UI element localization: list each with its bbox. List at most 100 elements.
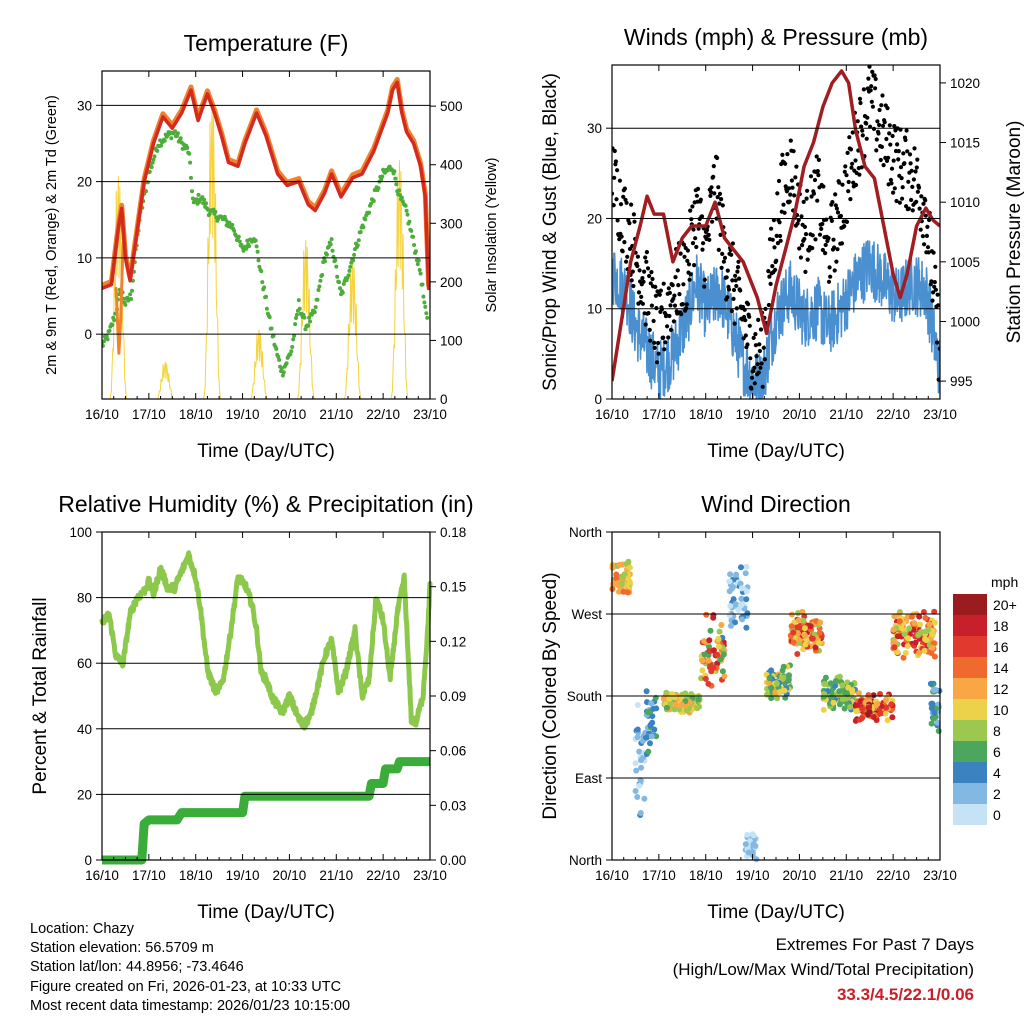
extremes-subtitle: (High/Low/Max Wind/Total Precipitation) [672, 960, 974, 979]
wind-direction-point [870, 714, 877, 720]
dewpoint-point [202, 197, 207, 202]
wind-gust-point [909, 197, 914, 203]
wind-gust-point [925, 245, 931, 250]
wind-direction-point [637, 777, 644, 784]
wind-gust-point [768, 281, 773, 286]
wind-gust-point [777, 220, 782, 225]
wind-gust-point [614, 197, 619, 202]
dewpoint-point [294, 316, 298, 320]
wind-gust-point [778, 233, 783, 239]
wind-direction-point [790, 629, 797, 636]
wind-gust-point [828, 274, 833, 279]
wind-gust-point [685, 258, 690, 263]
dewpoint-point [254, 244, 259, 249]
dewpoint-point [271, 333, 276, 338]
wind-gust-point [922, 242, 927, 247]
wind-direction-point [743, 596, 750, 603]
wind-gust-point [820, 247, 826, 253]
legend-swatch [953, 594, 987, 615]
wind-direction-point [891, 644, 898, 651]
dewpoint-point [247, 244, 252, 249]
wind-direction-point [767, 684, 774, 691]
wind-gust-point [910, 184, 915, 189]
dewpoint-point [260, 280, 265, 285]
wind-gust-point [641, 279, 646, 284]
wind-gust-point [773, 267, 778, 272]
wind-direction-point [891, 613, 898, 620]
wind-gust-point [618, 202, 624, 207]
wind-gust-point [751, 335, 756, 340]
wind-direction-point [727, 571, 734, 578]
temp-2m-line [102, 80, 430, 291]
wind-gust-point [684, 302, 689, 307]
wind-gust-point [749, 386, 754, 391]
dewpoint-point [277, 357, 282, 362]
dewpoint-point [405, 212, 410, 217]
wind-gust-point [735, 265, 741, 270]
wind-direction-point [739, 616, 746, 623]
wind-gust-point [850, 161, 855, 166]
wind-gust-point [719, 197, 724, 202]
wind-gust-point [787, 199, 792, 204]
dewpoint-point [173, 129, 178, 134]
rh-xtick-label: 20/10 [273, 868, 307, 883]
wind-gust-point [888, 142, 893, 147]
wind-gust-point [857, 96, 863, 101]
wind-gust-point [933, 264, 938, 269]
wind-gust-point [631, 212, 637, 217]
wind-direction-point [744, 610, 751, 617]
dewpoint-point [320, 273, 325, 277]
wind-gust-point [833, 203, 838, 208]
wind-gust-point [793, 175, 798, 180]
wind-gust-point [823, 242, 828, 248]
dewpoint-point [421, 294, 426, 299]
wind-gust-point [933, 287, 939, 292]
wind-gust-point [731, 287, 737, 293]
wind-gust-point [629, 278, 634, 283]
dewpoint-point [412, 243, 417, 247]
dewpoint-point [352, 252, 357, 257]
dewpoint-point [293, 322, 298, 327]
dir-xtick-label: 21/10 [829, 868, 863, 883]
dewpoint-point [340, 290, 345, 295]
dewpoint-point [150, 160, 155, 165]
wind-gust-point [708, 190, 714, 195]
wind-gust-point [704, 228, 710, 233]
temp-ytick-right-label: 100 [440, 333, 463, 348]
wind-gust-point [865, 115, 870, 120]
legend-swatch [953, 741, 987, 762]
wind-gust-point [815, 198, 820, 203]
temp-ytick-label: 10 [77, 251, 92, 266]
dewpoint-point [190, 189, 194, 194]
dewpoint-point [323, 259, 327, 264]
dewpoint-point [264, 306, 269, 311]
wind-gust-point [783, 161, 788, 166]
wind-direction-point [888, 701, 895, 708]
wind-gust-point [839, 241, 845, 246]
wind-gust-point [869, 84, 874, 89]
rh-ytick-right-label: 0.18 [440, 525, 466, 540]
dewpoint-point [152, 154, 157, 159]
wind-direction-point [827, 680, 834, 687]
wind-gust-point [645, 266, 651, 271]
wind-gust-point [900, 185, 905, 190]
wind-gust-point [833, 192, 838, 197]
wind-gust-point [716, 185, 721, 190]
wind-direction-point [647, 740, 653, 747]
wind-direction-point [743, 588, 750, 595]
wind-gust-point [785, 152, 790, 157]
wind-gust-point [747, 323, 752, 328]
wind-gust-point [706, 232, 711, 237]
wind-gust-point [688, 272, 693, 277]
legend-swatch [953, 804, 987, 825]
dir-ytick-label: North [569, 853, 602, 868]
wind-xtick-label: 22/10 [876, 407, 910, 422]
wind-direction-point [777, 688, 784, 695]
wind-gust-point [646, 311, 651, 316]
wind-gust-point [717, 201, 722, 206]
wind-gust-point [782, 210, 787, 215]
wind-gust-point [800, 243, 805, 248]
extremes-title: Extremes For Past 7 Days [775, 935, 974, 954]
rh-ytick-label: 20 [77, 787, 92, 802]
temp-xtick-label: 22/10 [366, 407, 400, 422]
